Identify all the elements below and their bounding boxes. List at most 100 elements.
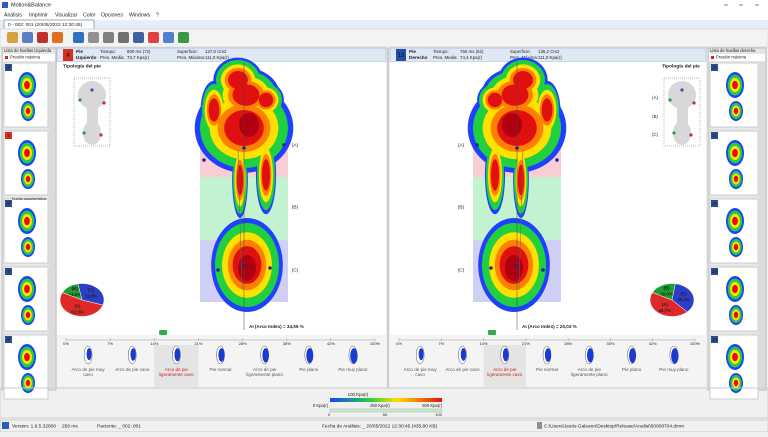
heat-layer [490,159,500,191]
ai-marker [159,330,168,335]
scale-tick-label: 100% [370,341,381,346]
tab-bar [0,20,768,29]
typology-title: Tipología del pie [63,63,101,69]
stat-label: Superficie: [510,49,531,54]
menu-item[interactable]: Opciones [101,12,123,18]
thumb-heat [24,148,30,158]
foot-type-label: Arco de pie cavo [115,367,150,372]
mode-icon [711,56,714,59]
menu-item[interactable]: ? [156,12,159,18]
landmark [475,143,479,147]
legend-right: 500 Kpa(r) [422,403,442,408]
landmark [242,146,246,150]
toolbar-button[interactable] [133,32,144,43]
stat-value: 73,7 Kpa(r) [127,55,150,60]
type-label-box: Arco de pie ligeramente plano [246,367,283,378]
typology-point [689,133,693,137]
typology-point [82,131,86,135]
type-label-box: Arco de pie cavo [445,367,479,372]
foot-type-label: Pie normal [536,367,558,372]
list-mode: Presión máxima [10,55,41,60]
stat-value: 760 ms (62) [460,49,484,54]
type-icon-fill [350,348,358,364]
scale-tick-label: 28% [239,341,247,346]
stat-label: Tiempo: [433,49,449,54]
foot-side: Izquierdo [76,55,97,60]
zone-label: (C) [292,267,299,273]
thumb-heat [25,107,31,115]
toolbar-button[interactable] [88,32,99,43]
thumb-heat [24,216,30,226]
landmark [555,158,559,162]
pie-label: 52,5% [71,309,84,314]
thumb-number-box [711,64,718,71]
pie-label: 35,3% [677,297,690,302]
toolbar-button[interactable] [52,32,63,43]
menu-bar [0,10,768,20]
progression-line [237,149,243,291]
foot-type-label: Arco de pie ligeramente plano [246,367,283,378]
type-icon-fill [130,348,136,361]
toolbar-button[interactable] [7,32,18,43]
typology-point [680,88,684,92]
toolbar-button[interactable] [73,32,84,43]
thumb-heat [733,311,739,319]
toolbar-button[interactable] [118,32,129,43]
legend-bottom: 0 [328,412,331,417]
thumb-heat [732,352,738,362]
foot-number: 13 [398,53,405,59]
landmark [202,158,206,162]
foot-type-label: Pie plano [299,367,319,372]
thumb-number-box [5,268,12,275]
thumb-number-box [5,336,12,343]
menu-item[interactable]: Imprimir [29,12,48,18]
thumb-number: 3 [7,65,10,70]
landmark [515,146,519,150]
type-icon-fill [306,348,314,364]
foot-type-label: Arco de pie muy cavo [403,367,437,378]
typology-zone-label: (B) [652,114,658,119]
footprint-heatmap [467,57,567,313]
menu-item[interactable]: Visualizar [55,12,78,18]
menu-item[interactable]: Análisis [4,12,22,18]
type-label-box: Arco de pie muy cavo [71,367,104,377]
scale-tick-label: 14% [480,341,488,346]
toolbar-button[interactable] [163,32,174,43]
menu-item[interactable]: Windows [129,12,150,18]
tab-label[interactable]: 0 - 002: 001 (20/05/2022 12:30:45) [8,22,83,28]
type-icon-fill [671,348,679,364]
thumb-heat [732,284,738,294]
heat-core [238,255,256,281]
toolbar-button[interactable] [37,32,48,43]
landmark [242,264,246,268]
toolbar [0,28,768,48]
typology-point [102,101,106,105]
thumb-heat [24,284,30,294]
type-icon-fill [586,348,594,363]
scale-tick-label: 14% [150,341,158,346]
landmark [268,266,272,270]
thumb-number-box [711,268,718,275]
toolbar-button[interactable] [148,32,159,43]
pie-slice [77,283,105,306]
heat-layer [232,84,260,106]
list-caption: Huella característica [12,197,47,201]
thumb-number: 8 [713,201,716,206]
foot-type-label: Pie muy plano [659,367,689,372]
status-text: Paciente: _ 002: 001 [97,423,141,429]
zone-label: (A) [292,142,299,148]
list-title: Lista de huellas derecha [710,48,756,53]
zone-label: (B) [458,204,465,210]
toolbar-button[interactable] [22,32,33,43]
toolbar-button[interactable] [178,32,189,43]
scale-tick-label: 21% [194,341,202,346]
heat-layer [208,98,220,122]
status-text: Version: 1.6.5.32800 [12,423,56,429]
foot-type-label: Arco de pie ligeramente cavo [158,367,194,378]
type-icon-fill [86,348,92,361]
stat-value: 127,0 Cm2 [205,49,227,54]
toolbar-button[interactable] [103,32,114,43]
list-mode-box [3,54,55,61]
menu-item[interactable]: Color [83,12,96,18]
